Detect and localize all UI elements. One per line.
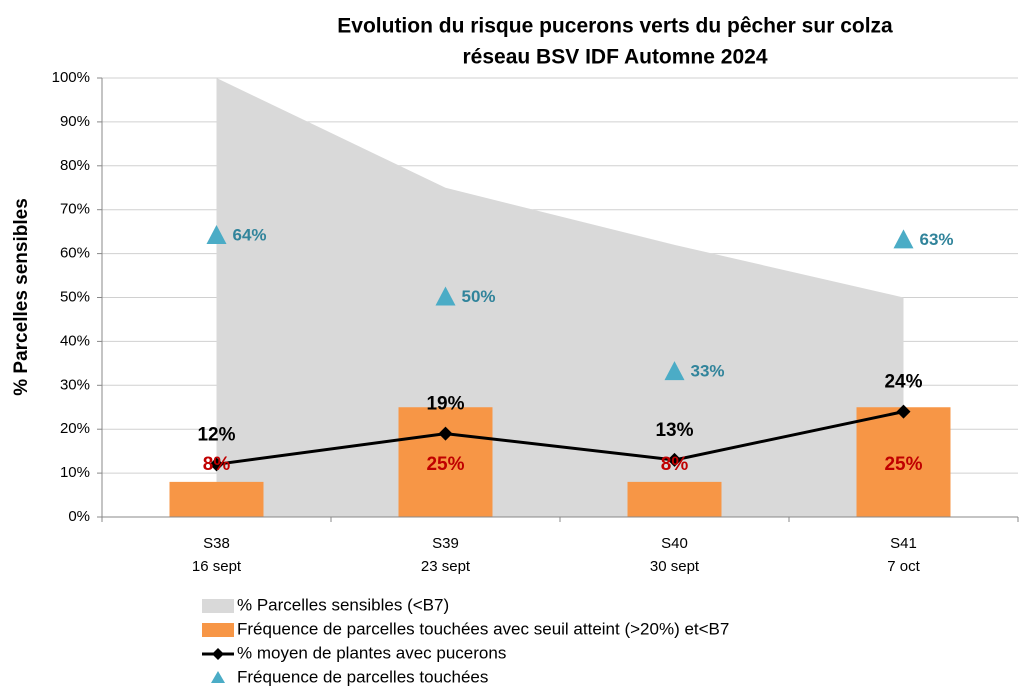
y-tick-label: 100%: [52, 69, 90, 86]
chart-title: Evolution du risque pucerons verts du pê…: [337, 15, 893, 38]
area: [216, 78, 904, 517]
x-tick-label: S39: [432, 535, 459, 552]
legend-swatch: [212, 648, 224, 660]
legend-swatch: [202, 599, 234, 613]
y-tick-label: 10%: [60, 464, 90, 481]
data-label: 8%: [203, 454, 231, 475]
triangle-marker: [893, 229, 914, 249]
data-label: 64%: [233, 226, 267, 245]
data-label: 50%: [462, 287, 496, 306]
line-marker: [209, 457, 224, 472]
y-axis-label: % Parcelles sensibles: [11, 198, 32, 396]
data-label: 33%: [691, 362, 725, 381]
y-tick-label: 70%: [60, 201, 90, 218]
data-label: 63%: [920, 230, 954, 249]
data: [169, 78, 951, 517]
y-tick-label: 20%: [60, 420, 90, 437]
x-tick-label: S38: [203, 535, 230, 552]
data-label: 25%: [884, 454, 922, 475]
line-marker: [896, 404, 911, 419]
y-tick-label: 90%: [60, 113, 90, 130]
x-tick-label: 7 oct: [887, 558, 920, 575]
x-tick-label: 30 sept: [650, 558, 700, 575]
chart-title: réseau BSV IDF Automne 2024: [463, 46, 768, 69]
data-label: 19%: [426, 394, 464, 415]
x-tick-label: S41: [890, 535, 917, 552]
bar: [398, 407, 493, 517]
y-tick-label: 60%: [60, 245, 90, 262]
line-marker: [667, 452, 682, 467]
y-tick-label: 0%: [68, 508, 90, 525]
y-tick-label: 50%: [60, 288, 90, 305]
data-label: 24%: [884, 372, 922, 393]
data-label: 25%: [426, 454, 464, 475]
triangle-marker: [664, 361, 685, 381]
legend-label: Fréquence de parcelles touchées: [237, 667, 488, 686]
legend-swatch: [211, 671, 225, 683]
data-label: 8%: [661, 454, 689, 475]
legend-label: Fréquence de parcelles touchées avec seu…: [237, 619, 729, 638]
legend-label: % Parcelles sensibles (<B7): [237, 595, 449, 614]
y-tick-label: 30%: [60, 376, 90, 393]
bar: [627, 481, 722, 517]
legend-label: % moyen de plantes avec pucerons: [237, 643, 506, 662]
line-marker: [438, 426, 453, 441]
x-tick-label: S40: [661, 535, 688, 552]
triangle-marker: [206, 225, 227, 245]
x-tick-label: 16 sept: [192, 558, 242, 575]
bar: [856, 407, 951, 517]
data-label: 12%: [197, 424, 235, 445]
y-tick-label: 80%: [60, 157, 90, 174]
bar: [169, 481, 264, 517]
labels: 8% 25% 8% 25% 12% 19% 13% 24% 64% 50% 33% 63%: [197, 226, 953, 475]
triangle-marker: [435, 286, 456, 306]
line: [216, 410, 904, 466]
y-tick-label: 40%: [60, 332, 90, 349]
x-tick-label: 23 sept: [421, 558, 471, 575]
data-label: 13%: [655, 420, 693, 441]
legend-swatch: [202, 623, 234, 637]
